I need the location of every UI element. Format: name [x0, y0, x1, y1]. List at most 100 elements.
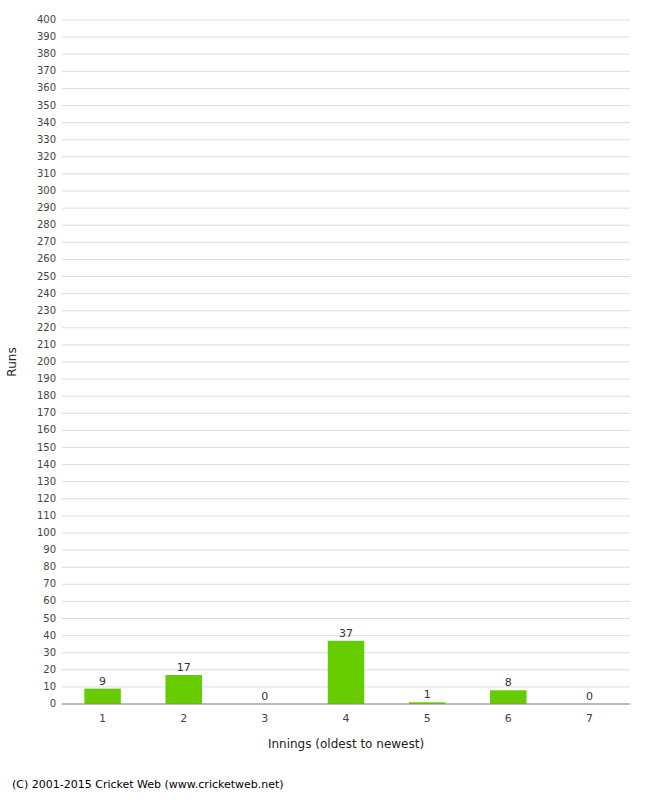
y-tick-label: 200 [37, 356, 56, 367]
grid-line [62, 362, 630, 363]
y-tick-label: 70 [43, 578, 56, 589]
bar [165, 675, 202, 704]
x-tick-label: 3 [261, 712, 268, 725]
grid-line [62, 413, 630, 414]
y-tick-label: 90 [43, 544, 56, 555]
x-axis-line [62, 704, 630, 705]
y-ticks: 0102030405060708090100110120130140150160… [37, 14, 56, 709]
x-tick-label: 1 [99, 712, 106, 725]
grid-line [62, 276, 630, 277]
data-label: 1 [424, 688, 431, 701]
x-ticks: 1 2 3 4 5 6 7 [99, 712, 593, 725]
data-label: 9 [99, 675, 106, 688]
data-label: 0 [586, 690, 593, 703]
y-tick-label: 320 [37, 151, 56, 162]
y-tick-label: 30 [43, 647, 56, 658]
y-tick-label: 310 [37, 168, 56, 179]
grid-line [62, 139, 630, 140]
y-tick-label: 270 [37, 236, 56, 247]
data-label: 17 [177, 661, 191, 674]
y-tick-label: 190 [37, 373, 56, 384]
y-tick-label: 280 [37, 219, 56, 230]
y-tick-label: 340 [37, 117, 56, 128]
y-tick-label: 330 [37, 134, 56, 145]
y-tick-label: 110 [37, 510, 56, 521]
grid-line [62, 430, 630, 431]
data-label: 0 [261, 690, 268, 703]
y-tick-label: 130 [37, 476, 56, 487]
y-tick-label: 10 [43, 681, 56, 692]
data-label: 8 [505, 676, 512, 689]
grid-line [62, 379, 630, 380]
grid-line [62, 191, 630, 192]
y-tick-label: 100 [37, 527, 56, 538]
grid-line [62, 327, 630, 328]
y-tick-label: 380 [37, 48, 56, 59]
grid-line [62, 225, 630, 226]
grid-line [62, 259, 630, 260]
y-tick-label: 360 [37, 82, 56, 93]
y-tick-label: 370 [37, 65, 56, 76]
y-tick-label: 230 [37, 305, 56, 316]
y-tick-label: 350 [37, 100, 56, 111]
grid-line [62, 71, 630, 72]
y-tick-label: 220 [37, 322, 56, 333]
grid-line [62, 498, 630, 499]
data-labels: 9 17 0 37 1 8 0 [99, 627, 593, 703]
y-tick-label: 260 [37, 253, 56, 264]
y-axis-label: Runs [5, 347, 19, 376]
grid-line [62, 122, 630, 123]
x-axis-label: Innings (oldest to newest) [268, 737, 424, 751]
grid-line [62, 396, 630, 397]
y-tick-label: 400 [37, 14, 56, 25]
grid-line [62, 310, 630, 311]
grid-line [62, 464, 630, 465]
bar [490, 690, 527, 704]
x-tick-label: 5 [424, 712, 431, 725]
grid-line [62, 105, 630, 106]
footer: (C) 2001-2015 Cricket Web (www.cricketwe… [12, 778, 284, 791]
y-tick-label: 0 [50, 698, 56, 709]
y-tick-label: 290 [37, 202, 56, 213]
y-tick-label: 250 [37, 271, 56, 282]
y-tick-label: 20 [43, 664, 56, 675]
y-tick-label: 300 [37, 185, 56, 196]
chart: 0102030405060708090100110120130140150160… [0, 0, 650, 800]
y-tick-label: 80 [43, 561, 56, 572]
bar [328, 641, 365, 704]
y-tick-label: 150 [37, 442, 56, 453]
grid-line [62, 173, 630, 174]
grid-line [62, 20, 630, 21]
grid-line [62, 54, 630, 55]
y-tick-label: 240 [37, 288, 56, 299]
grid-line [62, 584, 630, 585]
y-tick-label: 60 [43, 595, 56, 606]
y-tick-label: 170 [37, 407, 56, 418]
grid-line [62, 618, 630, 619]
y-tick-label: 120 [37, 493, 56, 504]
y-tick-label: 210 [37, 339, 56, 350]
y-tick-label: 160 [37, 424, 56, 435]
data-label: 37 [339, 627, 353, 640]
grid-line [62, 550, 630, 551]
grid-line [62, 37, 630, 38]
y-tick-label: 140 [37, 459, 56, 470]
grid-line [62, 567, 630, 568]
grid-line [62, 704, 630, 705]
grid-line [62, 208, 630, 209]
grid-line [62, 344, 630, 345]
grid-line [62, 242, 630, 243]
grid-line [62, 601, 630, 602]
y-tick-label: 390 [37, 31, 56, 42]
x-tick-label: 2 [180, 712, 187, 725]
bars [84, 641, 526, 704]
y-tick-label: 180 [37, 390, 56, 401]
grid-line [62, 88, 630, 89]
x-tick-label: 4 [343, 712, 350, 725]
x-tick-label: 7 [586, 712, 593, 725]
grid-line [62, 533, 630, 534]
x-tick-label: 6 [505, 712, 512, 725]
grid-line [62, 515, 630, 516]
grid-line [62, 293, 630, 294]
grid-line [62, 447, 630, 448]
